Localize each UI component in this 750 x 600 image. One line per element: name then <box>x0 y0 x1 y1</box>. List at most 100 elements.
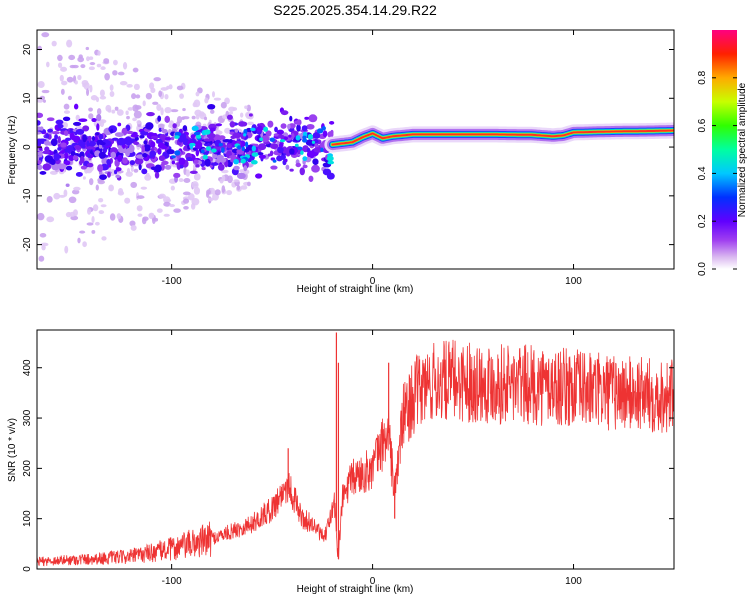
spectrogram-core-blob <box>270 165 278 170</box>
spectrogram-core-blob <box>55 119 64 125</box>
spectrogram-noise-blob <box>82 83 86 88</box>
spectrogram-noise-blob <box>153 77 162 82</box>
spectrogram-core-blob <box>226 114 233 120</box>
spectrogram-core-blob <box>116 137 126 146</box>
spectrogram-x-tick-label: 100 <box>565 276 582 287</box>
spectrogram-noise-blob <box>160 107 164 116</box>
spectrogram-core-blob <box>178 157 186 166</box>
spectrogram-core-blob <box>86 140 90 147</box>
spectrogram-core-blob <box>164 164 172 170</box>
snr-x-axis-label: Height of straight line (km) <box>297 584 414 595</box>
spectrogram-core-blob <box>229 121 236 128</box>
spectrogram-hot-blob <box>202 154 208 160</box>
spectrogram-core-blob <box>107 171 111 178</box>
spectrogram-core-blob <box>111 137 119 141</box>
spectrogram-noise-blob <box>89 178 94 186</box>
spectrogram-noise-blob <box>124 197 131 204</box>
spectrogram-noise-blob <box>79 230 86 234</box>
spectrogram-noise-blob <box>137 213 143 217</box>
spectrogram-noise-blob <box>164 106 172 114</box>
spectrogram-noise-blob <box>193 186 201 195</box>
snr-series-line <box>37 339 674 567</box>
spectrogram-hot-blob <box>195 135 202 139</box>
spectrogram-core-blob <box>194 141 203 149</box>
spectrogram-core-blob <box>282 132 289 137</box>
spectrogram-noise-blob <box>108 184 114 192</box>
spectrogram-hot-blob <box>320 147 324 153</box>
spectrogram-noise-blob <box>53 192 61 200</box>
spectrogram-hot-blob <box>251 152 259 157</box>
spectrogram-core-blob <box>195 148 200 157</box>
spectrogram-core-blob <box>128 144 135 153</box>
spectrogram-noise-blob <box>130 181 138 188</box>
spectrogram-core-blob <box>37 164 43 171</box>
spectrogram-y-tick-label: 10 <box>22 92 33 104</box>
spectrogram-core-blob <box>149 150 157 158</box>
spectrogram-core-blob <box>54 134 59 140</box>
spectrogram-core-blob <box>130 134 139 138</box>
spectrogram-core-blob <box>195 164 200 168</box>
spectrogram-noise-blob <box>132 104 139 112</box>
spectrogram-y-tick-label: -20 <box>22 237 33 252</box>
spectrogram-core-blob <box>75 171 83 177</box>
spectrogram-core-blob <box>327 131 334 138</box>
spectrogram-noise-blob <box>129 220 136 227</box>
spectrogram-noise-blob <box>103 58 110 64</box>
spectrogram-noise-blob <box>95 96 100 103</box>
spectrogram-hot-blob <box>279 139 286 143</box>
spectrogram-noise-blob <box>246 104 251 112</box>
spectrogram-core-blob <box>237 121 247 127</box>
snr-y-tick-label: 300 <box>22 409 33 426</box>
spectrogram-noise-blob <box>41 89 50 94</box>
spectrogram-core-blob <box>71 134 77 141</box>
spectrogram-core-blob <box>215 123 223 127</box>
spectrogram-noise-blob <box>98 198 104 203</box>
spectrogram-noise-blob <box>233 179 240 183</box>
spectrogram-core-blob <box>98 144 103 149</box>
spectrogram-core-blob <box>322 130 328 138</box>
spectrogram-noise-blob <box>163 201 171 207</box>
spectrogram-y-tick-label: -10 <box>22 188 33 203</box>
spectrogram-core-blob <box>63 160 71 166</box>
spectrogram-noise-blob <box>86 88 90 97</box>
spectrogram-core-blob <box>78 118 88 123</box>
spectrogram-noise-blob <box>99 95 107 100</box>
spectrogram-noise-blob <box>59 74 64 82</box>
spectrogram-noise-blob <box>119 81 128 86</box>
spectrogram-noise-blob <box>182 107 186 112</box>
spectrogram-noise-blob <box>77 74 82 81</box>
spectrogram-hot-blob <box>295 135 301 141</box>
spectrogram-noise-blob <box>109 84 114 92</box>
spectrogram-y-axis-label: Frequency (Hz) <box>7 116 18 185</box>
spectrogram-core-blob <box>150 135 159 139</box>
spectrogram-noise-blob <box>160 87 169 91</box>
spectrogram-noise-blob <box>109 90 115 98</box>
spectrogram-noise-blob <box>133 83 140 90</box>
spectrogram-noise-blob <box>221 185 226 193</box>
spectrogram-hot-blob <box>302 138 308 143</box>
spectrogram-noise-blob <box>61 80 68 86</box>
spectrogram-noise-blob <box>215 130 223 135</box>
spectrogram-noise-blob <box>75 125 82 130</box>
spectrogram-noise-blob <box>46 61 50 68</box>
spectrogram-noise-blob <box>109 213 116 221</box>
spectrogram-core-blob <box>274 126 278 133</box>
spectrogram-core-blob <box>154 171 160 179</box>
spectrogram-noise-blob <box>60 88 65 95</box>
spectrogram-noise-blob <box>224 127 231 134</box>
spectrogram-core-blob <box>178 136 185 143</box>
spectrogram-core-blob <box>329 121 335 125</box>
spectrogram-core-blob <box>65 137 72 142</box>
spectrogram-core-blob <box>99 141 106 146</box>
spectrogram-noise-blob <box>181 116 190 120</box>
ridge-core <box>331 129 674 146</box>
spectrogram-noise-blob <box>57 62 63 68</box>
spectrogram-core-blob <box>86 153 91 158</box>
spectrogram-hot-blob <box>251 145 257 152</box>
spectrogram-noise-blob <box>99 119 107 124</box>
spectrogram-noise-blob <box>87 208 92 215</box>
spectrogram-noise-blob <box>175 121 181 128</box>
spectrogram-noise-blob <box>195 114 200 120</box>
spectrogram-core-blob <box>164 137 172 141</box>
spectrogram-noise-blob <box>204 116 208 121</box>
